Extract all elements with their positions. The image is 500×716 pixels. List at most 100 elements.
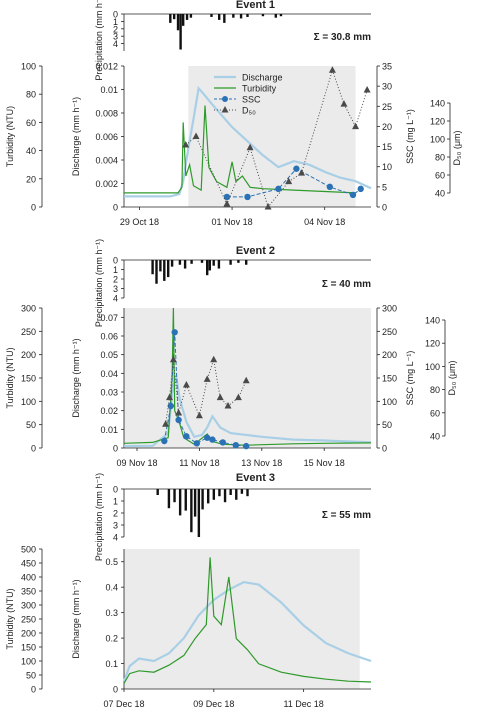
precip-bar	[190, 260, 193, 264]
d50-tick-label: 100	[425, 362, 440, 372]
d50-point	[175, 409, 183, 416]
ssc-point	[326, 183, 334, 191]
discharge-line	[122, 580, 372, 682]
d50-point	[166, 393, 173, 401]
discharge-tick-label: 0.01	[100, 425, 118, 435]
discharge-tick-label: 0.012	[95, 62, 118, 72]
turbidity-tick-label: 350	[21, 587, 36, 597]
discharge-tick-label: 0.02	[100, 406, 118, 416]
ssc-tick-label: 50	[382, 420, 392, 430]
discharge-line	[124, 85, 372, 198]
turbidity-tick-label: 250	[21, 615, 36, 625]
x-tick-label: 11 Dec 18	[283, 699, 323, 709]
d50-point	[182, 381, 190, 388]
precip-axis-label: Precipitation (mm h⁻¹)	[94, 239, 104, 327]
discharge-tick-label: 0	[113, 203, 118, 213]
precip-bar	[197, 489, 201, 537]
discharge-tick-label: 0.004	[95, 156, 118, 166]
legend-label: SSC	[242, 95, 261, 105]
precip-bar	[237, 260, 240, 263]
turbidity-tick-label: 450	[21, 559, 36, 569]
d50-tick-label: 60	[430, 408, 440, 418]
ssc-point	[183, 433, 190, 440]
d50-point	[162, 420, 170, 427]
d50-point	[298, 169, 306, 176]
precip-bar	[229, 489, 232, 495]
ssc-point	[193, 440, 200, 447]
precip-tick-label: 4	[113, 39, 118, 49]
d50-tick-label: 120	[425, 339, 440, 349]
turbidity-tick-label: 60	[26, 118, 36, 128]
d50-point	[363, 85, 371, 93]
discharge-tick-label: 0	[113, 444, 118, 454]
precip-bar	[217, 260, 221, 269]
precip-bar	[181, 14, 185, 26]
main-axes: 07 Dec 18 09 Dec 18 11 Dec 18 0 0.1 0.2 0.3 0.4…	[5, 545, 371, 709]
discharge-tick-label: 0.3	[105, 608, 118, 618]
discharge-tick-label: 0.5	[105, 557, 118, 567]
precip-tick-label: 4	[113, 533, 118, 543]
d50-point	[210, 355, 218, 363]
ssc-tick-label: 25	[382, 102, 392, 112]
ssc-point	[167, 402, 174, 410]
ssc-point	[175, 416, 182, 424]
precip-bar	[170, 260, 174, 267]
ssc-tick-label: 250	[382, 327, 397, 337]
turbidity-line	[123, 557, 372, 684]
ssc-point	[349, 191, 357, 199]
precip-axis-label: Precipitation (mm h⁻¹)	[94, 0, 104, 81]
precip-tick-label: 2	[113, 275, 118, 285]
d50-tick-label: 120	[430, 117, 445, 127]
precip-bar	[200, 260, 204, 263]
turbidity-tick-label: 250	[21, 327, 36, 337]
precip-bar	[239, 14, 243, 19]
precip-bar	[167, 489, 171, 509]
discharge-tick-label: 0.05	[100, 350, 118, 360]
turbidity-tick-label: 80	[26, 90, 36, 100]
precip-bar	[212, 260, 215, 266]
precip-tick-label: 2	[113, 24, 118, 34]
precip-bar	[246, 14, 249, 17]
precip-tick-label: 3	[113, 32, 118, 42]
ssc-point	[357, 185, 364, 193]
precip-tick-label: 0	[113, 256, 118, 266]
precip-bar	[274, 14, 278, 18]
d50-axis-label: D₅₀ (μm)	[452, 130, 462, 165]
discharge-tick-label: 0.06	[100, 332, 118, 342]
discharge-tick-label: 0.07	[100, 313, 118, 323]
turbidity-tick-label: 300	[21, 601, 36, 611]
legend-swatch	[222, 96, 228, 102]
precip-tick-label: 3	[113, 284, 118, 294]
ssc-point	[161, 437, 168, 445]
precip-bar	[185, 14, 189, 20]
precip-bar	[167, 260, 170, 278]
event-title: Event 2	[236, 245, 275, 257]
precip-bar	[279, 14, 283, 17]
x-tick-label: 07 Dec 18	[103, 699, 144, 709]
turbidity-tick-label: 0	[31, 685, 36, 695]
turbidity-tick-label: 40	[26, 146, 36, 156]
precip-bar	[155, 260, 158, 284]
d50-point	[192, 132, 200, 139]
precip-tick-label: 1	[113, 265, 118, 275]
d50-point	[216, 393, 224, 401]
precip-total-label: Σ = 55 mm	[322, 510, 371, 521]
ssc-axis-label: SSC (mg L⁻¹)	[405, 109, 415, 164]
x-tick-label: 09 Nov 18	[116, 458, 157, 468]
d50-point	[352, 122, 360, 130]
x-tick-label: 29 Oct 18	[120, 217, 159, 227]
d50-point	[264, 203, 272, 210]
ssc-point	[243, 442, 250, 450]
precip-bar	[210, 14, 213, 17]
x-tick-label: 09 Dec 18	[193, 699, 234, 709]
ssc-tick-label: 300	[382, 304, 397, 314]
event-title: Event 1	[236, 0, 275, 11]
turbidity-axis-label: Turbidity (NTU)	[5, 106, 15, 167]
ssc-tick-label: 20	[382, 122, 392, 132]
event-shading	[124, 308, 371, 448]
x-tick-label: 04 Nov 18	[304, 217, 345, 227]
d50-point	[234, 393, 242, 401]
precip-bar	[176, 14, 180, 31]
discharge-tick-label: 0.006	[95, 132, 118, 142]
